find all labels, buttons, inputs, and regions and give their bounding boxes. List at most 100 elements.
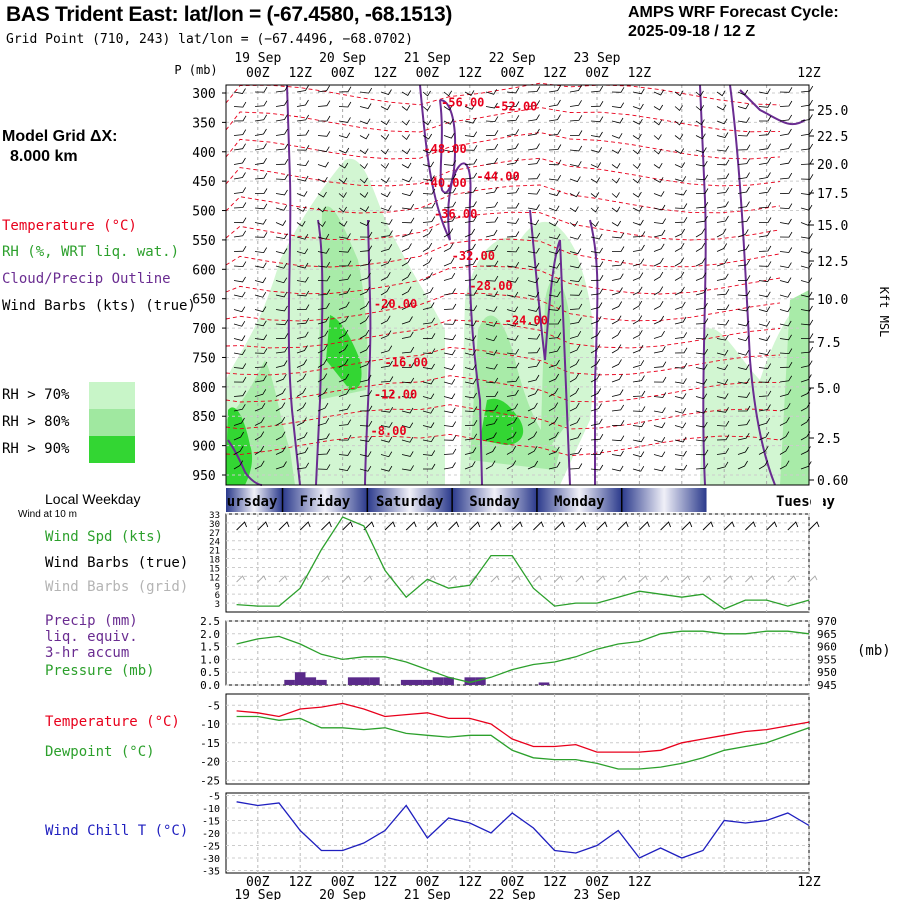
wind-barb — [590, 403, 602, 412]
temperature-contour-label: -48.00 — [423, 142, 466, 156]
wind-barb — [737, 117, 750, 123]
cross-section-wind-barbs — [233, 85, 814, 472]
wind-barb — [611, 102, 625, 109]
weekday-mask-left — [180, 488, 226, 512]
wind-barb — [485, 275, 499, 282]
wind-barb — [359, 286, 371, 296]
wind-tick-label: 9 — [215, 582, 220, 592]
precip-tick-label: 2.5 — [200, 615, 220, 628]
precip-tick-label: 0.0 — [200, 679, 220, 692]
wind-barb — [653, 134, 662, 141]
wind-barb — [527, 219, 540, 226]
wind-barb — [548, 144, 562, 151]
wind-barb — [632, 286, 643, 296]
wind-barb-grid — [723, 575, 733, 583]
wind-barb — [485, 363, 498, 370]
wind-barb — [611, 259, 625, 267]
wind-barb — [443, 288, 456, 296]
wind-barb — [527, 277, 540, 284]
wind-barb — [380, 163, 390, 169]
wind-barb — [401, 316, 413, 325]
height-tick-label: 10.0 — [817, 293, 848, 308]
precip-bar — [369, 677, 380, 685]
wind-barb — [255, 188, 268, 194]
wind-barb — [380, 391, 394, 398]
wind-barb-grid — [490, 575, 500, 583]
wind-barb — [590, 116, 604, 123]
wind-barb — [674, 242, 685, 252]
wind-barb — [695, 407, 708, 414]
pressure-tick-label: 950 — [192, 469, 215, 484]
wind-barb — [401, 203, 415, 210]
wind-barb — [653, 177, 664, 183]
height-tick-label: 25.0 — [817, 104, 848, 119]
wind-barb — [464, 172, 478, 180]
wind-barb — [233, 143, 246, 151]
wind-barb — [612, 246, 625, 252]
wind-barb-true — [342, 521, 354, 531]
wind-barb — [758, 129, 772, 136]
wind-barb — [233, 306, 246, 313]
weekday-band — [536, 488, 622, 512]
wind-barb — [779, 389, 792, 397]
wind-barb — [296, 114, 310, 122]
wind-barb — [737, 349, 750, 356]
wind-barb — [275, 128, 288, 136]
wind-barb — [674, 347, 688, 354]
wind-barb — [779, 460, 790, 470]
legend-cloud-outline: Cloud/Precip Outline — [2, 271, 171, 287]
wind-barb — [527, 388, 539, 397]
wind-barb — [506, 187, 520, 194]
wind-barb — [444, 173, 457, 180]
height-tick-label: 2.5 — [817, 432, 840, 447]
wind-barb — [296, 331, 309, 339]
wind-barb — [590, 449, 604, 456]
wind-barb — [338, 206, 347, 213]
wind-barb — [317, 161, 329, 168]
wind-barb — [506, 445, 517, 455]
legend-wind-barbs: Wind Barbs (kts) (true) — [2, 298, 196, 314]
wind-barb — [254, 375, 267, 383]
wind-barb — [296, 276, 309, 283]
wind-barb-grid — [808, 575, 818, 583]
weekday-band — [282, 488, 368, 512]
wind-barb — [233, 88, 246, 94]
wind-barb — [527, 291, 540, 298]
wind-barb — [359, 259, 372, 267]
wind-barb — [674, 286, 685, 296]
wind-barb — [233, 217, 247, 224]
wind-barb — [695, 174, 709, 181]
wind-barb — [359, 148, 369, 155]
wind-barb-grid — [702, 575, 712, 583]
wind-barb — [401, 243, 412, 252]
wind-barb — [548, 129, 562, 136]
bottom-hour-label: 12Z — [628, 875, 652, 890]
wind-barb-grid — [660, 575, 670, 583]
wind-barb — [611, 133, 623, 139]
wind-barb — [507, 202, 520, 209]
wind-barb — [380, 422, 393, 428]
wind-barb-grid — [405, 575, 415, 583]
wind-barb — [569, 100, 582, 107]
wind-barb — [695, 228, 706, 238]
wind-barb — [443, 448, 457, 455]
wind-barb — [779, 291, 792, 298]
wind-barb — [632, 315, 643, 325]
wind-barb — [506, 335, 519, 341]
pressure-tick-label: 945 — [817, 679, 837, 692]
wind-barb — [506, 348, 520, 355]
wind-barb — [485, 377, 499, 384]
wind-barb — [338, 162, 349, 169]
wind-barb — [485, 306, 498, 312]
wind-barb — [233, 276, 246, 283]
grid-point-subtitle: Grid Point (710, 243) lat/lon = (−67.449… — [6, 32, 413, 47]
wind-barb — [632, 118, 643, 125]
wind-barb — [233, 187, 247, 194]
wind-barb — [296, 345, 308, 354]
wind-barb — [422, 422, 435, 428]
wind-barb — [401, 331, 414, 339]
wind-barb — [548, 345, 561, 354]
wind-barb — [254, 143, 267, 151]
wind-barb — [401, 451, 414, 457]
top-date-label: 19 Sep — [234, 51, 281, 66]
